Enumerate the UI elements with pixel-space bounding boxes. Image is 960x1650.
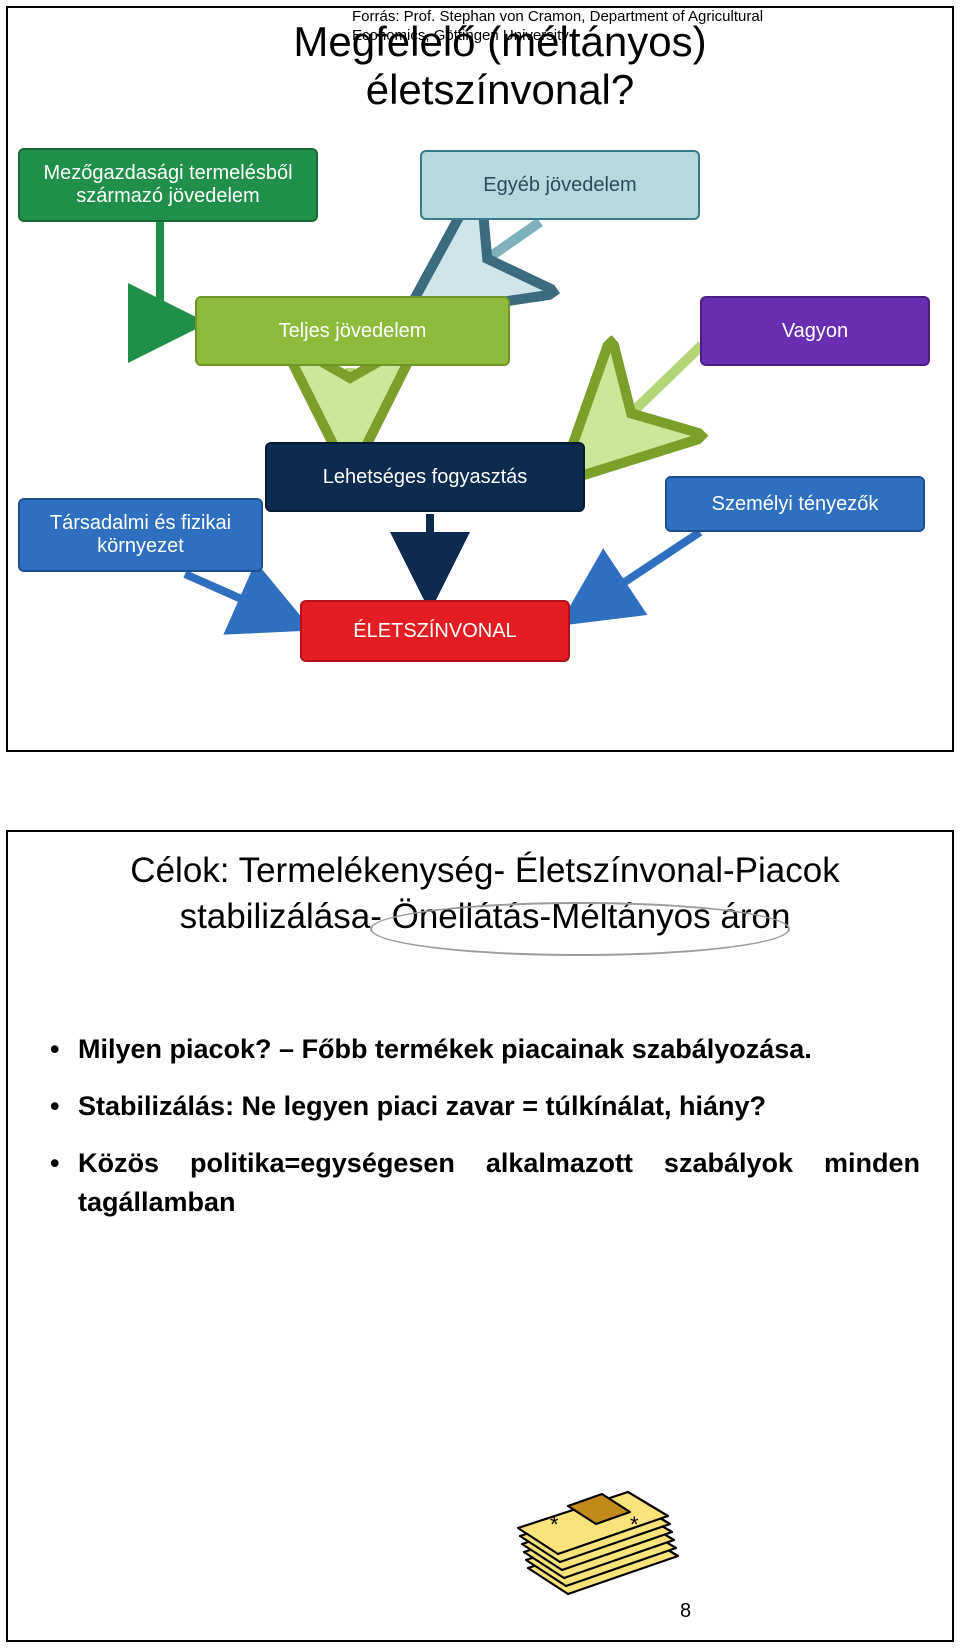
box-wealth-label: Vagyon <box>782 320 848 343</box>
box-possible-consumption: Lehetséges fogyasztás <box>265 442 585 512</box>
svg-text:*: * <box>630 1512 639 1537</box>
box-environment: Társadalmi és fizikai környezet <box>18 498 263 572</box>
box-personal: Személyi tényezők <box>665 476 925 532</box>
box-agri-income: Mezőgazdasági termelésből származó jöved… <box>18 148 318 222</box>
bullet-3: Közös politika=egységesen alkalmazott sz… <box>50 1144 920 1222</box>
box-environment-label: Társadalmi és fizikai környezet <box>34 512 247 558</box>
box-possible-consumption-label: Lehetséges fogyasztás <box>323 466 528 489</box>
page-number: 8 <box>680 1600 691 1623</box>
bullet-1: Milyen piacok? – Főbb termékek piacainak… <box>50 1030 920 1069</box>
page-root: Forrás: Prof. Stephan von Cramon, Depart… <box>0 0 960 1650</box>
svg-text:*: * <box>550 1512 559 1537</box>
box-wealth: Vagyon <box>700 296 930 366</box>
money-stack-icon: * * <box>510 1460 695 1610</box>
box-total-income: Teljes jövedelem <box>195 296 510 366</box>
box-standard-of-living: ÉLETSZÍNVONAL <box>300 600 570 662</box>
box-other-income: Egyéb jövedelem <box>420 150 700 220</box>
slide2-bullets: Milyen piacok? – Főbb termékek piacainak… <box>50 1030 920 1241</box>
box-personal-label: Személyi tényezők <box>712 493 879 516</box>
bullet-2: Stabilizálás: Ne legyen piaci zavar = tú… <box>50 1087 920 1126</box>
box-total-income-label: Teljes jövedelem <box>279 320 427 343</box>
highlight-ellipse <box>370 902 790 956</box>
box-agri-income-label: Mezőgazdasági termelésből származó jöved… <box>34 162 302 208</box>
box-other-income-label: Egyéb jövedelem <box>483 174 636 197</box>
arrow-wealth-to-consumption <box>588 345 702 455</box>
arrow-personal-to-standard <box>572 532 700 617</box>
box-standard-label: ÉLETSZÍNVONAL <box>353 620 516 643</box>
arrow-agri-to-total <box>160 222 192 323</box>
arrow-other-to-total <box>438 222 540 293</box>
arrow-environment-to-standard <box>185 574 298 624</box>
